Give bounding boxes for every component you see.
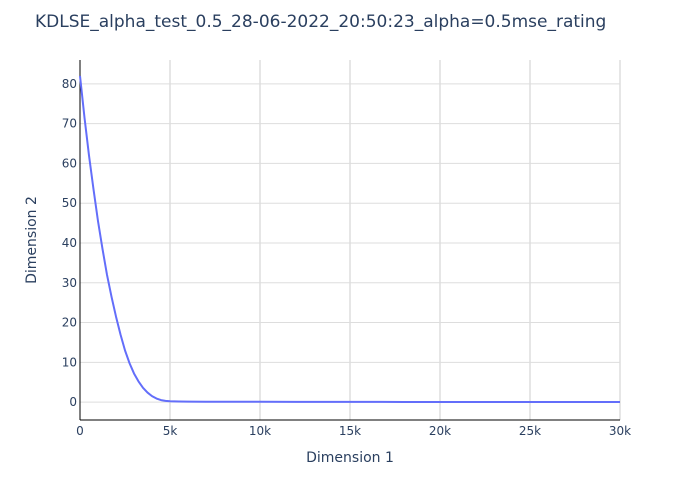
x-tick-label: 30k xyxy=(609,424,631,438)
x-axis-title: Dimension 1 xyxy=(306,450,394,466)
chart-title: KDLSE_alpha_test_0.5_28-06-2022_20:50:23… xyxy=(35,12,607,32)
y-tick-label: 40 xyxy=(62,236,77,250)
y-tick-label: 20 xyxy=(62,316,77,330)
x-tick-label: 15k xyxy=(339,424,361,438)
y-tick-label: 0 xyxy=(69,395,77,409)
y-axis-title: Dimension 2 xyxy=(24,196,40,284)
x-tick-label: 0 xyxy=(76,424,84,438)
y-tick-label: 80 xyxy=(62,77,77,91)
y-tick-label: 10 xyxy=(62,355,77,369)
x-tick-label: 5k xyxy=(163,424,178,438)
x-tick-label: 20k xyxy=(429,424,451,438)
x-tick-label: 25k xyxy=(519,424,541,438)
x-tick-label: 10k xyxy=(249,424,271,438)
y-tick-label: 50 xyxy=(62,196,77,210)
y-tick-label: 60 xyxy=(62,156,77,170)
y-tick-label: 70 xyxy=(62,117,77,131)
series-line xyxy=(79,75,620,404)
y-tick-label: 30 xyxy=(62,276,77,290)
